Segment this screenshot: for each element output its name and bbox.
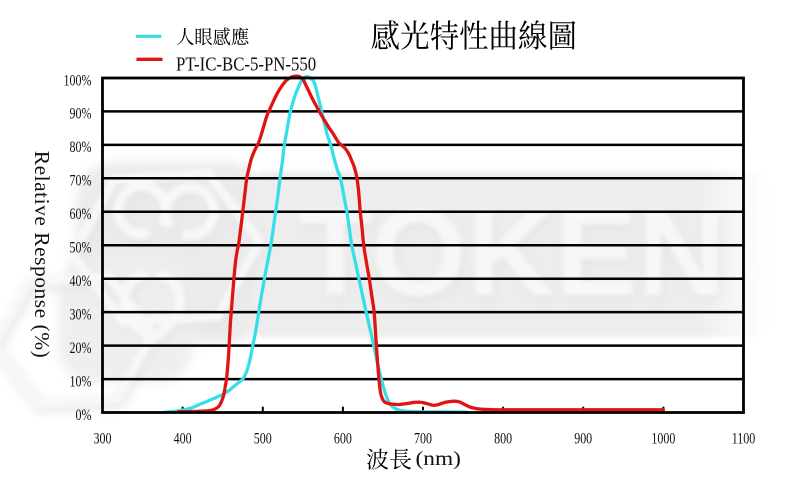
svg-text:1000: 1000	[651, 430, 675, 448]
svg-text:20%: 20%	[70, 339, 92, 357]
svg-text:0%: 0%	[76, 406, 92, 424]
svg-text:50%: 50%	[70, 239, 92, 257]
svg-text:40%: 40%	[70, 272, 92, 290]
svg-text:900: 900	[574, 430, 592, 448]
svg-text:30%: 30%	[70, 306, 92, 324]
svg-text:600: 600	[334, 430, 352, 448]
svg-text:100%: 100%	[64, 72, 92, 90]
svg-text:800: 800	[494, 430, 512, 448]
svg-text:70%: 70%	[70, 172, 92, 190]
svg-text:90%: 90%	[70, 105, 92, 123]
svg-text:Relative Response (%): Relative Response (%)	[30, 151, 54, 359]
svg-text:400: 400	[174, 430, 192, 448]
svg-text:10%: 10%	[70, 373, 92, 391]
svg-text:700: 700	[414, 430, 432, 448]
svg-text:60%: 60%	[70, 206, 92, 224]
svg-text:300: 300	[94, 430, 112, 448]
svg-text:TOKEN: TOKEN	[298, 185, 726, 322]
svg-text:80%: 80%	[70, 139, 92, 157]
svg-text:1100: 1100	[732, 430, 756, 448]
svg-text:(nm): (nm)	[416, 448, 461, 470]
svg-text:500: 500	[254, 430, 272, 448]
svg-text:PT-IC-BC-5-PN-550: PT-IC-BC-5-PN-550	[176, 53, 316, 75]
